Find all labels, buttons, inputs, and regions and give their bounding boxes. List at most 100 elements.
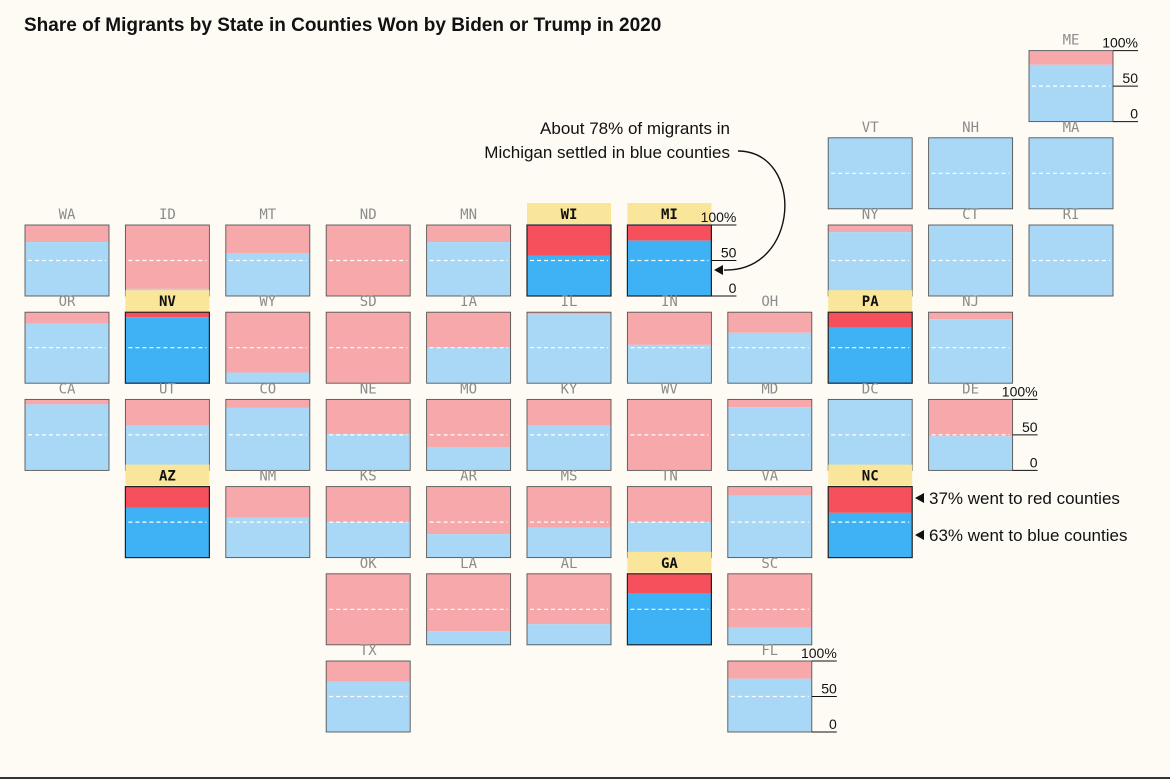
- wv-frame: [626, 398, 712, 471]
- ia-red-bar: [426, 312, 511, 348]
- md-blue-bar: [727, 407, 812, 471]
- mi-label-highlight: [627, 203, 712, 224]
- state-label-dc: DC: [862, 381, 879, 397]
- az-blue-bar: [125, 507, 210, 558]
- nc-red-annotation: 37% went to red counties: [929, 489, 1120, 508]
- ga-blue-bar: [627, 593, 712, 645]
- state-label-fl: FL: [761, 643, 778, 659]
- state-tile-nc: NC: [827, 464, 913, 559]
- sc-frame: [727, 573, 813, 646]
- in-blue-bar: [627, 344, 712, 384]
- state-label-ky: KY: [561, 381, 578, 397]
- ut-blue-bar: [125, 425, 210, 471]
- tx-blue-bar: [326, 681, 411, 732]
- ga-red-bar: [627, 573, 712, 594]
- state-label-il: IL: [561, 294, 578, 310]
- nj-frame: [928, 311, 1014, 384]
- state-tile-wv: WV: [626, 381, 712, 471]
- state-label-pa: PA: [862, 294, 879, 310]
- sc-red-bar: [727, 573, 812, 628]
- state-tile-ky: KY: [526, 381, 612, 471]
- nv-red-bar: [125, 312, 210, 318]
- state-label-mi: MI: [661, 207, 678, 223]
- state-tile-ms: MS: [526, 469, 612, 559]
- state-label-vt: VT: [862, 120, 879, 136]
- sc-blue-bar: [727, 627, 812, 645]
- michigan-annotation-line1: About 78% of migrants in: [540, 119, 730, 138]
- vt-frame: [827, 137, 913, 210]
- wi-blue-bar: [527, 255, 611, 296]
- ca-frame: [24, 398, 110, 471]
- bottom-rule: [0, 777, 1170, 779]
- state-label-nh: NH: [962, 120, 979, 136]
- state-tile-dc: DC: [827, 381, 913, 471]
- or-blue-bar: [25, 323, 109, 384]
- state-tile-ia: IA: [426, 294, 512, 384]
- ct-frame: [928, 224, 1014, 297]
- in-frame: [626, 311, 712, 384]
- state-tile-nh: NH: [928, 120, 1014, 210]
- co-blue-bar: [225, 407, 310, 471]
- state-label-ar: AR: [460, 469, 477, 485]
- state-label-nj: NJ: [962, 294, 979, 310]
- state-label-or: OR: [59, 294, 76, 310]
- pa-label-highlight: [828, 290, 913, 312]
- mi-blue-bar: [627, 240, 712, 296]
- state-tile-sd: SD: [325, 294, 411, 384]
- state-label-ok: OK: [360, 556, 377, 572]
- me-tick-label: 100%: [1102, 35, 1138, 51]
- az-frame: [124, 486, 211, 559]
- il-frame: [526, 311, 612, 384]
- la-frame: [426, 573, 512, 646]
- az-red-bar: [125, 486, 210, 508]
- mi-tick-label: 50: [721, 245, 737, 261]
- de-blue-bar: [928, 436, 1013, 471]
- va-frame: [727, 486, 813, 559]
- state-tile-ca: CA: [24, 381, 110, 471]
- ma-frame: [1028, 137, 1114, 210]
- co-frame: [225, 398, 311, 471]
- nv-label-highlight: [125, 290, 210, 312]
- mo-blue-bar: [426, 446, 511, 471]
- state-tile-ny: NY: [827, 207, 913, 297]
- michigan-annotation-line2: Michigan settled in blue counties: [484, 143, 730, 162]
- ky-blue-bar: [527, 425, 611, 471]
- state-label-wi: WI: [561, 207, 578, 223]
- oh-red-bar: [727, 312, 812, 333]
- state-tile-oh: OH: [727, 294, 813, 384]
- nv-frame: [124, 311, 211, 384]
- state-tile-az: AZ: [124, 464, 211, 559]
- state-label-ri: RI: [1063, 207, 1080, 223]
- state-tile-wa: WA: [24, 207, 110, 297]
- nh-frame: [928, 137, 1014, 210]
- nc-blue-arrow-icon: [915, 530, 924, 540]
- ne-red-bar: [326, 399, 411, 435]
- pa-frame: [827, 311, 913, 384]
- fl-tick-label: 50: [821, 681, 837, 697]
- state-tile-nj: NJ: [928, 294, 1014, 384]
- oh-frame: [727, 311, 813, 384]
- state-label-az: AZ: [159, 469, 176, 485]
- state-label-la: LA: [460, 556, 477, 572]
- ms-red-bar: [527, 486, 611, 528]
- md-red-bar: [727, 399, 812, 408]
- state-label-nd: ND: [360, 207, 377, 223]
- state-label-ia: IA: [460, 294, 477, 310]
- me-scale-axis: 100% 50 0: [1102, 35, 1138, 123]
- ks-frame: [325, 486, 411, 559]
- tn-red-bar: [627, 486, 712, 523]
- state-tile-nm: NM: [225, 469, 311, 559]
- state-label-nc: NC: [862, 469, 879, 485]
- co-red-bar: [225, 399, 310, 408]
- oh-blue-bar: [727, 332, 812, 384]
- state-tile-wy: WY: [225, 294, 311, 384]
- mi-tick-label: 100%: [701, 209, 737, 225]
- nm-red-bar: [225, 486, 310, 518]
- state-label-wv: WV: [661, 381, 678, 397]
- fl-red-bar: [727, 661, 812, 679]
- state-label-ne: NE: [360, 381, 377, 397]
- state-label-nm: NM: [259, 469, 276, 485]
- fl-tick-label: 100%: [801, 645, 837, 661]
- in-red-bar: [627, 312, 712, 345]
- state-tile-de: DE: [928, 381, 1014, 471]
